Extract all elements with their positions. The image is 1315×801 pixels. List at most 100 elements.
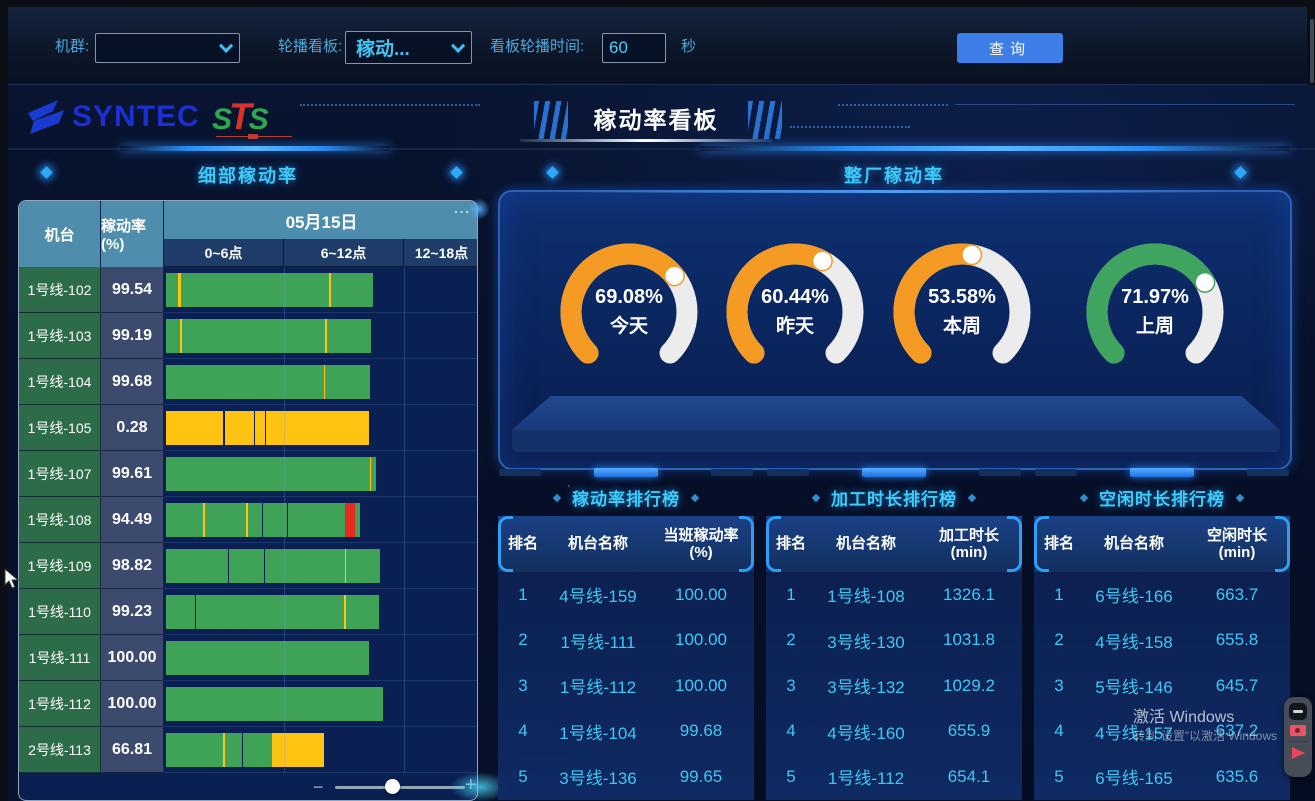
bar-segment [166, 595, 196, 629]
sts-letter: S [248, 103, 269, 136]
rank-value: 99.68 [679, 721, 723, 741]
bar-segment [242, 733, 273, 767]
gauge: 69.08% 今天 [549, 232, 709, 392]
gauge: 71.97% 上周 [1075, 232, 1235, 392]
machine-name: 1号线-112 [559, 678, 637, 698]
grid-line [284, 267, 285, 773]
diamond-icon [967, 493, 977, 502]
machine-name: 1号线-104 [19, 359, 101, 405]
machine-name: 1号线-109 [19, 543, 101, 589]
windows-activation-watermark: 激活 Windows [1133, 709, 1235, 726]
seconds-unit-label: 秒 [681, 38, 697, 55]
bar-segment [180, 273, 329, 307]
bar-segment [346, 549, 381, 583]
zoom-out-button[interactable]: − [313, 777, 324, 797]
timeline-plot [164, 267, 477, 313]
bar-segment [196, 595, 344, 629]
rank-number: 1 [1054, 584, 1064, 604]
more-indicator[interactable]: ... [454, 201, 471, 216]
syntec-logo-text: SYNTEC [72, 100, 200, 133]
detail-row: 2号线-113 66.81 [19, 727, 477, 773]
utilization-rate: 66.81 [101, 727, 164, 773]
machine-name: 1号线-108 [19, 497, 101, 543]
bar-segment [224, 411, 255, 445]
gauge-value: 69.08% [595, 286, 663, 308]
machine-name: 1号线-102 [19, 267, 101, 313]
windows-activation-watermark-sub: 转到“设置”以激活 Windows [1133, 729, 1278, 743]
rank-number: 5 [1054, 766, 1064, 786]
sts-letter: S [212, 103, 233, 136]
timeline-plot [164, 359, 477, 405]
zoom-slider-handle[interactable] [385, 779, 400, 794]
camera-icon[interactable] [1290, 725, 1306, 736]
rank-row: 4 4号线-160 655.9 [766, 709, 1022, 755]
detail-row: 1号线-104 99.68 [19, 359, 477, 405]
detail-row: 1号线-103 99.19 [19, 313, 477, 359]
timeline-bar [166, 273, 475, 307]
bar-segment [345, 503, 356, 537]
chevron-down-icon [219, 38, 234, 53]
tab-decoration [767, 468, 1021, 477]
timeline-plot [164, 681, 477, 727]
scrollbar[interactable] [1310, 19, 1314, 83]
bar-segment [181, 319, 326, 353]
rank-section-idle-time: 空闲时长排行榜 排名 机台名称 空闲时长(min) 1 6号线-166 663.7 2… [1034, 468, 1290, 801]
rank-value: 637.2 [1215, 721, 1259, 741]
flag-icon[interactable] [1291, 747, 1305, 759]
rank-row: 4 4号线-157 637.2 [1034, 709, 1290, 755]
rank-value: 655.9 [947, 721, 991, 741]
timeline-bar [166, 549, 475, 583]
detail-row: 1号线-102 99.54 [19, 267, 477, 313]
gauge: 53.58% 本周 [882, 232, 1042, 392]
machine-name: 3号线-132 [827, 678, 905, 698]
machine-name: 4号线-160 [827, 723, 905, 743]
detail-row: 1号线-111 100.00 [19, 635, 477, 681]
rank-number: 2 [518, 630, 528, 650]
rank-number: 4 [518, 721, 528, 741]
carousel-board-select[interactable]: 稼动... [345, 31, 472, 64]
rank-value: 100.00 [675, 630, 727, 650]
machine-name: 4号线-158 [1095, 632, 1173, 652]
bar-segment [166, 365, 324, 399]
rank-value: 663.7 [1215, 584, 1259, 604]
detail-row: 1号线-108 94.49 [19, 497, 477, 543]
machine-name: 1号线-112 [827, 769, 905, 789]
utilization-rate: 99.68 [101, 359, 164, 405]
deco-dotted-line [790, 126, 910, 128]
rank-row: 3 3号线-132 1029.2 [766, 663, 1022, 709]
machine-name: 5号线-146 [1095, 678, 1173, 698]
rank-title: 加工时长排行榜 [831, 490, 957, 509]
rank-table-header: 排名 机台名称 当班稼动率(%) [498, 516, 754, 572]
bar-segment [345, 595, 380, 629]
syntec-logo-icon [28, 100, 64, 134]
timeline-plot [164, 543, 477, 589]
rank-number: 4 [1054, 721, 1064, 741]
bar-segment [223, 733, 225, 767]
bar-segment [328, 273, 331, 307]
rank-number: 3 [786, 675, 796, 695]
bar-segment [325, 319, 328, 353]
bar-segment [166, 273, 179, 307]
rank-value: 100.00 [675, 584, 727, 604]
timeline-bar [166, 365, 475, 399]
screen-icon[interactable] [1289, 703, 1307, 720]
machine-group-select[interactable] [95, 33, 240, 63]
carousel-interval-input[interactable] [602, 33, 666, 63]
bar-segment [330, 273, 373, 307]
rank-value: 1326.1 [943, 584, 995, 604]
title-underline [520, 139, 772, 142]
machine-name: 3号线-130 [827, 632, 905, 652]
diamond-icon [811, 493, 821, 502]
machine-name: 1号线-111 [560, 632, 636, 652]
bar-segment [203, 503, 205, 537]
machine-name: 1号线-110 [19, 589, 101, 635]
zoom-slider-track[interactable] [335, 786, 465, 789]
rank-row: 4 1号线-104 99.68 [498, 709, 754, 755]
query-button[interactable]: 查询 [957, 33, 1063, 63]
detail-utilization-table: 机台 稼动率(%) 05月15日 ... 0~6点 6~12点 12~18点 1号线… [18, 200, 478, 801]
timeline-bar [166, 319, 475, 353]
rank-row: 1 6号线-166 663.7 [1034, 572, 1290, 618]
timeline-bar [166, 411, 475, 445]
machine-name: 1号线-107 [19, 451, 101, 497]
mouse-cursor [4, 568, 20, 589]
